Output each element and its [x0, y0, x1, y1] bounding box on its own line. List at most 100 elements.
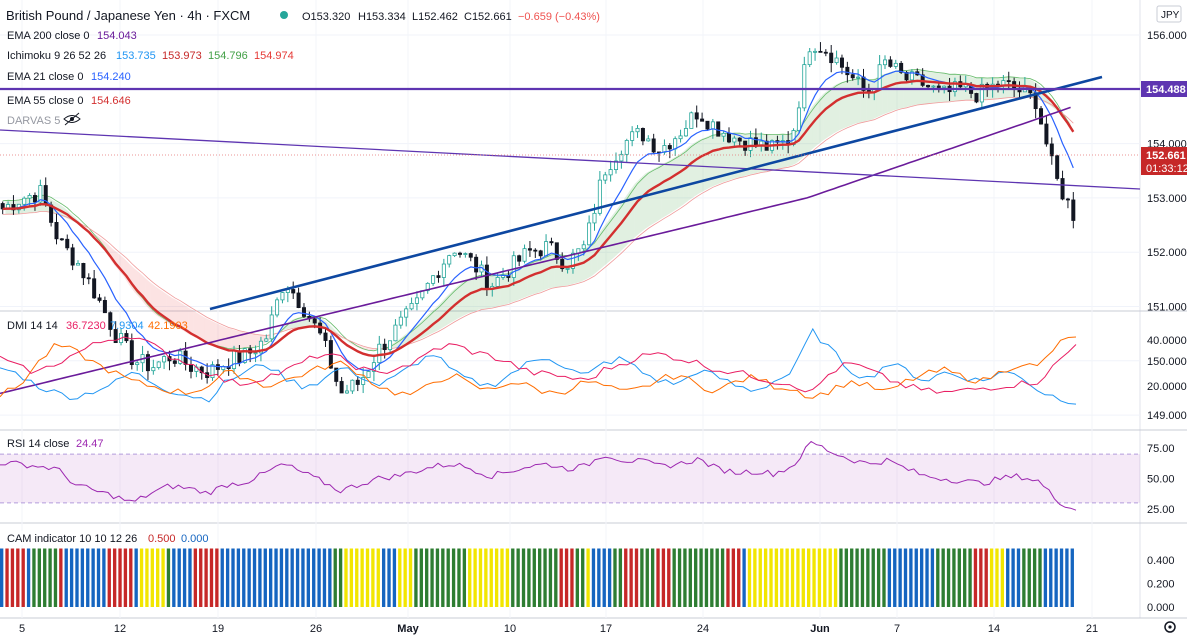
- rsi-label[interactable]: RSI 14 close: [7, 438, 69, 450]
- ema21-label[interactable]: EMA 21 close 0: [7, 71, 83, 83]
- cam-bar: [645, 548, 649, 607]
- uptrend-line: [209, 75, 1103, 311]
- cam-bar: [69, 548, 74, 607]
- candle: [59, 237, 64, 241]
- candle: [737, 137, 742, 146]
- candle: [409, 297, 414, 311]
- candle: [54, 213, 59, 245]
- cloud-segment: [473, 274, 479, 312]
- cam-bar: [376, 548, 380, 607]
- candle: [979, 78, 984, 109]
- candle: [102, 296, 107, 314]
- cam-bar: [279, 548, 284, 607]
- cloud-segment: [301, 316, 307, 328]
- cloud-segment: [521, 263, 528, 299]
- cam-bar: [591, 548, 596, 607]
- cam-bar: [59, 548, 63, 607]
- time-tick-label: 12: [114, 623, 126, 635]
- cloud-segment: [710, 134, 716, 188]
- cam-bar: [887, 548, 892, 607]
- cam-bar: [441, 548, 445, 607]
- eye-hidden-icon[interactable]: [63, 112, 81, 126]
- candle: [253, 345, 258, 363]
- cam-bar: [430, 548, 434, 607]
- candle: [619, 150, 624, 169]
- dmi-series-line: [0, 336, 1077, 394]
- ichimoku-label[interactable]: Ichimoku 9 26 52 26: [7, 50, 106, 62]
- cloud-segment: [677, 151, 684, 209]
- cam-bar: [451, 548, 456, 607]
- ema200-label[interactable]: EMA 200 close 0: [7, 30, 90, 42]
- cam-bar: [365, 548, 370, 607]
- currency-label: JPY: [1161, 10, 1180, 21]
- settings-gear-icon[interactable]: [1164, 621, 1176, 633]
- cam-bar: [392, 548, 397, 607]
- candle: [355, 376, 360, 392]
- rsi-line: [0, 440, 1077, 511]
- senkou-span-b: [2, 96, 1074, 350]
- dmi-label[interactable]: DMI 14 14: [7, 320, 58, 332]
- cam-bar: [527, 548, 531, 607]
- cam-bar: [209, 548, 214, 607]
- candle: [301, 303, 306, 318]
- cloud-segment: [828, 85, 834, 137]
- cloud-segment: [252, 334, 259, 348]
- cam-bar: [484, 548, 488, 607]
- cam-bar: [570, 548, 574, 607]
- cam-bar: [618, 548, 623, 607]
- cam-bar: [963, 548, 967, 607]
- cam-bar: [338, 548, 343, 607]
- cam-bar: [32, 548, 36, 607]
- cloud-segment: [581, 247, 587, 282]
- cam-bar: [1070, 548, 1074, 607]
- darvas-label[interactable]: DARVAS 5: [7, 115, 60, 127]
- cam-bar: [96, 548, 101, 607]
- cam-bar: [478, 548, 483, 607]
- cloud-segment: [850, 78, 856, 126]
- cloud-segment: [204, 317, 210, 345]
- cam-bar: [559, 548, 563, 607]
- candle: [129, 333, 134, 370]
- cam-bar: [952, 548, 956, 607]
- cam-bar: [91, 548, 95, 607]
- candle: [974, 92, 979, 104]
- time-scale[interactable]: 5 12 19 26 May 10 17 24 Jun 7 14 21: [19, 623, 1098, 635]
- cam-bar: [844, 548, 848, 607]
- cam-bar: [344, 548, 348, 607]
- cloud-segment: [199, 314, 205, 343]
- cam-bar: [828, 548, 832, 607]
- cam-bar: [37, 548, 41, 607]
- cam-bar: [10, 548, 15, 607]
- cam-bar: [53, 548, 58, 607]
- cloud-segment: [371, 348, 377, 351]
- cam-bar: [737, 548, 741, 607]
- cam-label[interactable]: CAM indicator 10 10 12 26: [7, 533, 137, 545]
- cam-bar: [607, 548, 612, 607]
- cam-bar: [75, 548, 79, 607]
- cam-bar: [295, 548, 300, 607]
- cam-bar: [86, 548, 90, 607]
- candle: [802, 56, 807, 112]
- symbol-title[interactable]: British Pound / Japanese Yen · 4h · FXCM: [6, 8, 250, 23]
- cam-bar: [317, 548, 321, 607]
- candle: [275, 297, 280, 318]
- cam-bar: [812, 548, 816, 607]
- candle: [436, 270, 441, 283]
- candle: [425, 282, 430, 294]
- candle: [678, 129, 683, 143]
- candle: [76, 260, 81, 266]
- currency-badge[interactable]: JPY: [1156, 5, 1182, 23]
- ichimoku-value-2: 153.973: [162, 50, 202, 62]
- cam-bar: [930, 548, 935, 607]
- rsi-value: 24.47: [76, 438, 104, 450]
- cam-bar: [1032, 548, 1037, 607]
- cloud-segment: [812, 99, 818, 149]
- rsi-pane: [0, 440, 1140, 511]
- candle: [818, 42, 823, 53]
- candle: [689, 111, 694, 129]
- ema55-label[interactable]: EMA 55 close 0: [7, 95, 83, 107]
- ohlc-low: L152.462: [412, 11, 458, 23]
- candle: [199, 365, 204, 380]
- cam-bar: [381, 548, 386, 607]
- candle: [694, 105, 699, 128]
